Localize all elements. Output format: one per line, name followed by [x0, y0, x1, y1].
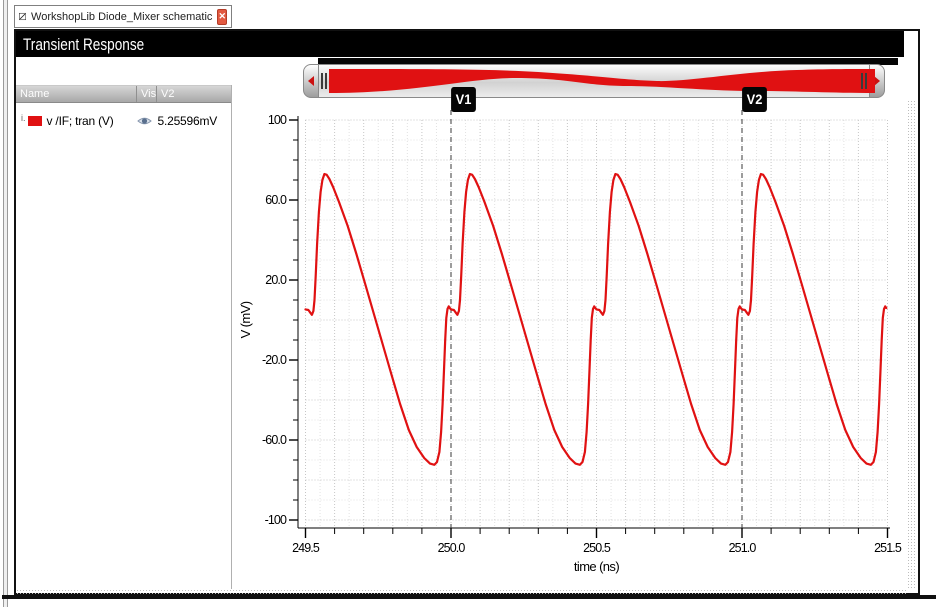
column-header-vis[interactable]: Vis: [136, 86, 156, 102]
titlebar: Transient Response: [16, 31, 904, 57]
window-edge-bottom: [2, 595, 936, 599]
svg-text:time (ns): time (ns): [574, 559, 619, 574]
overview-scrollbar[interactable]: [303, 64, 885, 98]
right-resize-gutter[interactable]: [907, 100, 916, 589]
panel-plot-divider[interactable]: [231, 85, 232, 589]
marker-v2-label[interactable]: V2: [742, 87, 767, 112]
column-header-v2[interactable]: V2: [156, 86, 232, 102]
svg-text:100: 100: [268, 113, 287, 127]
eye-icon[interactable]: [136, 115, 152, 127]
waveform-plot[interactable]: 100 60.0 20.0 -20.0 -60.0 -100 249.5 250.0 250.5…: [234, 100, 918, 588]
svg-text:250.0: 250.0: [438, 541, 466, 555]
signal-row[interactable]: i. v /IF; tran (V) 5.25596mV: [16, 111, 231, 131]
range-handle-right[interactable]: [861, 73, 867, 89]
svg-text:251.5: 251.5: [874, 541, 902, 555]
column-header-name[interactable]: Name: [20, 88, 50, 100]
graph-window: Transient Response Name Vis V2 i. v /IF;…: [14, 29, 920, 595]
svg-text:250.5: 250.5: [583, 541, 611, 555]
marker-v1-label[interactable]: V1: [451, 87, 476, 112]
svg-text:-20.0: -20.0: [262, 353, 287, 367]
tree-branch-glyph: i.: [21, 113, 26, 123]
tab-close-button[interactable]: ✕: [217, 8, 227, 25]
left-arrow-icon: [308, 76, 314, 86]
page-title: Transient Response: [23, 35, 145, 54]
svg-text:60.0: 60.0: [265, 193, 287, 207]
signal-color-swatch[interactable]: [27, 116, 42, 126]
plot-top-strip: [318, 58, 898, 65]
graph-tab[interactable]: WorkshopLib Diode_Mixer schematic ✕: [14, 5, 232, 28]
svg-text:-100: -100: [265, 513, 287, 527]
signal-name: v /IF; tran (V): [46, 114, 114, 128]
window-edge-left: [2, 0, 9, 607]
svg-text:251.0: 251.0: [729, 541, 757, 555]
svg-text:-60.0: -60.0: [262, 433, 287, 447]
signal-table-header: Name Vis V2: [16, 85, 232, 103]
range-handle-left[interactable]: [321, 73, 327, 89]
tab-label: WorkshopLib Diode_Mixer schematic: [31, 10, 213, 23]
plot-icon: [19, 12, 27, 21]
signal-overview: [329, 69, 875, 93]
scrollbar-track[interactable]: [319, 64, 875, 98]
svg-text:20.0: 20.0: [265, 273, 287, 287]
svg-text:V (mV): V (mV): [238, 301, 253, 338]
right-arrow-icon: [874, 76, 880, 86]
scroll-left-button[interactable]: [303, 64, 319, 98]
signal-marker-value: 5.25596mV: [157, 114, 218, 128]
svg-text:249.5: 249.5: [292, 541, 320, 555]
bottom-resize-gutter[interactable]: [16, 589, 906, 594]
